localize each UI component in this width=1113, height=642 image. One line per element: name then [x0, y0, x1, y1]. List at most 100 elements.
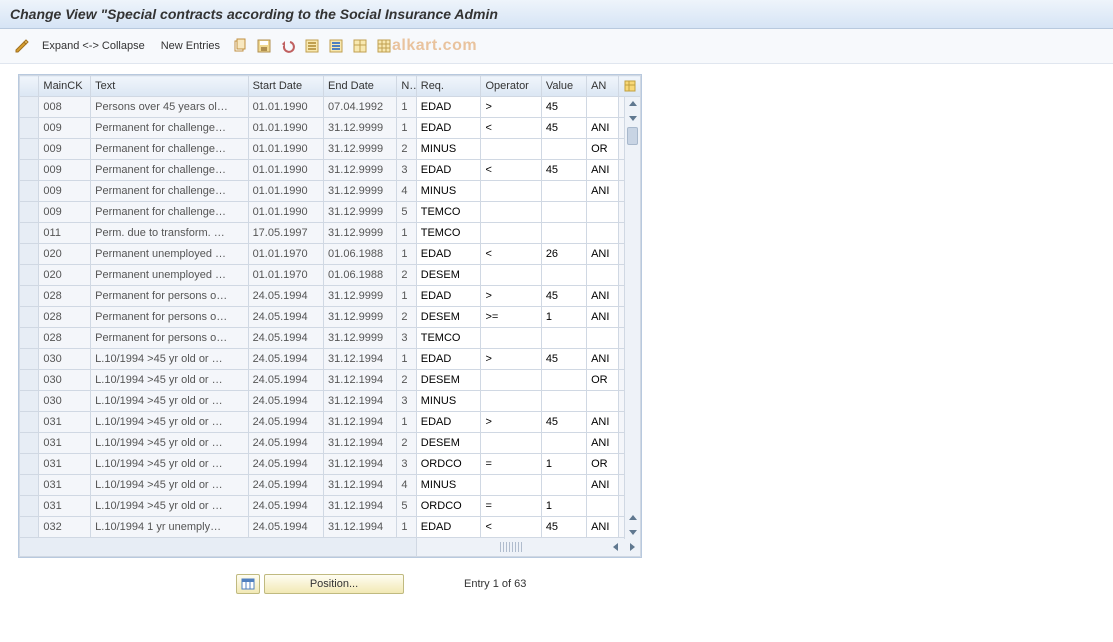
cell-an[interactable]: ANI: [587, 181, 619, 202]
footer-grid-icon[interactable]: [236, 574, 260, 594]
scroll-up2-icon[interactable]: [626, 511, 640, 525]
cell-an[interactable]: ANI: [587, 118, 619, 139]
table-row[interactable]: 030L.10/1994 >45 yr old or …24.05.199431…: [20, 370, 641, 391]
row-selector[interactable]: [20, 370, 39, 391]
scroll-down-icon[interactable]: [626, 111, 640, 125]
grid-icon[interactable]: [348, 35, 372, 57]
scroll-left-icon[interactable]: [608, 539, 624, 555]
cell-op[interactable]: [481, 139, 541, 160]
cell-req[interactable]: DESEM: [416, 370, 481, 391]
cell-op[interactable]: >: [481, 349, 541, 370]
cell-req[interactable]: MINUS: [416, 391, 481, 412]
cell-req[interactable]: DESEM: [416, 307, 481, 328]
edit-icon[interactable]: [10, 35, 34, 57]
cell-req[interactable]: EDAD: [416, 517, 481, 538]
cell-op[interactable]: >: [481, 412, 541, 433]
row-selector[interactable]: [20, 286, 39, 307]
table-row[interactable]: 009Permanent for challenge…01.01.199031.…: [20, 118, 641, 139]
cell-req[interactable]: MINUS: [416, 139, 481, 160]
cell-val[interactable]: [541, 202, 586, 223]
cell-an[interactable]: [587, 391, 619, 412]
cell-val[interactable]: [541, 328, 586, 349]
cell-req[interactable]: TEMCO: [416, 202, 481, 223]
cell-req[interactable]: DESEM: [416, 433, 481, 454]
cell-an[interactable]: [587, 223, 619, 244]
cell-op[interactable]: [481, 223, 541, 244]
cell-op[interactable]: [481, 370, 541, 391]
cell-op[interactable]: <: [481, 244, 541, 265]
scroll-right-icon[interactable]: [624, 539, 640, 555]
row-selector[interactable]: [20, 475, 39, 496]
cell-req[interactable]: EDAD: [416, 118, 481, 139]
cell-val[interactable]: 1: [541, 307, 586, 328]
cell-val[interactable]: 45: [541, 286, 586, 307]
row-selector[interactable]: [20, 433, 39, 454]
cell-val[interactable]: [541, 391, 586, 412]
table-row[interactable]: 009Permanent for challenge…01.01.199031.…: [20, 160, 641, 181]
row-selector[interactable]: [20, 118, 39, 139]
cell-req[interactable]: EDAD: [416, 412, 481, 433]
cell-an[interactable]: [587, 265, 619, 286]
cell-an[interactable]: ANI: [587, 475, 619, 496]
cell-req[interactable]: MINUS: [416, 181, 481, 202]
cell-an[interactable]: OR: [587, 370, 619, 391]
cell-req[interactable]: EDAD: [416, 349, 481, 370]
cell-val[interactable]: [541, 181, 586, 202]
cell-op[interactable]: <: [481, 118, 541, 139]
cell-op[interactable]: [481, 202, 541, 223]
row-selector[interactable]: [20, 517, 39, 538]
cell-op[interactable]: [481, 475, 541, 496]
horizontal-scrollbar[interactable]: [417, 538, 640, 556]
cell-op[interactable]: =: [481, 454, 541, 475]
table-row[interactable]: 011Perm. due to transform. …17.05.199731…: [20, 223, 641, 244]
cell-req[interactable]: TEMCO: [416, 328, 481, 349]
cell-op[interactable]: [481, 391, 541, 412]
row-selector[interactable]: [20, 202, 39, 223]
cell-op[interactable]: <: [481, 160, 541, 181]
scroll-track[interactable]: [625, 125, 640, 511]
cell-req[interactable]: ORDCO: [416, 496, 481, 517]
cell-an[interactable]: ANI: [587, 160, 619, 181]
row-selector[interactable]: [20, 412, 39, 433]
cell-req[interactable]: EDAD: [416, 97, 481, 118]
position-button[interactable]: Position...: [264, 574, 404, 594]
new-entries-button[interactable]: New Entries: [153, 40, 228, 52]
table-row[interactable]: 009Permanent for challenge…01.01.199031.…: [20, 139, 641, 160]
table-row[interactable]: 030L.10/1994 >45 yr old or …24.05.199431…: [20, 349, 641, 370]
cell-an[interactable]: [587, 328, 619, 349]
cell-an[interactable]: ANI: [587, 349, 619, 370]
row-selector[interactable]: [20, 97, 39, 118]
table-row[interactable]: 031L.10/1994 >45 yr old or …24.05.199431…: [20, 496, 641, 517]
cell-val[interactable]: 45: [541, 118, 586, 139]
cell-val[interactable]: 45: [541, 97, 586, 118]
cell-an[interactable]: [587, 496, 619, 517]
col-header-op[interactable]: Operator: [481, 76, 541, 97]
cell-val[interactable]: [541, 265, 586, 286]
col-header-n[interactable]: N..: [397, 76, 416, 97]
scroll-up-icon[interactable]: [626, 97, 640, 111]
table-row[interactable]: 008Persons over 45 years ol…01.01.199007…: [20, 97, 641, 118]
row-selector[interactable]: [20, 223, 39, 244]
cell-val[interactable]: 26: [541, 244, 586, 265]
cell-req[interactable]: MINUS: [416, 475, 481, 496]
cell-val[interactable]: [541, 139, 586, 160]
table-row[interactable]: 009Permanent for challenge…01.01.199031.…: [20, 181, 641, 202]
col-header-select[interactable]: [20, 76, 39, 97]
cell-op[interactable]: >=: [481, 307, 541, 328]
col-header-start[interactable]: Start Date: [248, 76, 323, 97]
cell-val[interactable]: [541, 433, 586, 454]
table-row[interactable]: 031L.10/1994 >45 yr old or …24.05.199431…: [20, 454, 641, 475]
col-header-mainck[interactable]: MainCK: [39, 76, 91, 97]
row-selector[interactable]: [20, 391, 39, 412]
cell-an[interactable]: ANI: [587, 517, 619, 538]
col-header-val[interactable]: Value: [541, 76, 586, 97]
cell-op[interactable]: [481, 265, 541, 286]
undo-icon[interactable]: [276, 35, 300, 57]
vertical-scrollbar[interactable]: [624, 97, 640, 539]
table-config-icon[interactable]: [623, 76, 636, 96]
deselect-icon[interactable]: [324, 35, 348, 57]
cell-op[interactable]: [481, 181, 541, 202]
table-row[interactable]: 030L.10/1994 >45 yr old or …24.05.199431…: [20, 391, 641, 412]
cell-req[interactable]: EDAD: [416, 286, 481, 307]
scroll-thumb[interactable]: [627, 127, 638, 145]
